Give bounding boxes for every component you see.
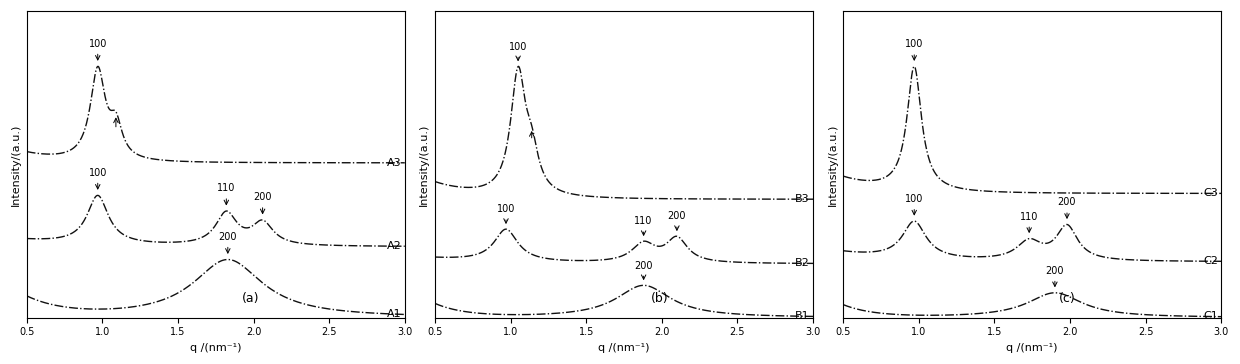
Text: A2: A2 — [387, 241, 402, 251]
Y-axis label: Intensity/(a.u.): Intensity/(a.u.) — [827, 123, 837, 206]
X-axis label: q /(nm⁻¹): q /(nm⁻¹) — [190, 343, 242, 353]
Text: (b): (b) — [651, 292, 668, 305]
Text: 200: 200 — [1045, 266, 1064, 286]
Text: C2: C2 — [1203, 256, 1218, 266]
Text: 200: 200 — [1058, 197, 1076, 218]
Text: A3: A3 — [387, 158, 402, 168]
Text: 110: 110 — [217, 183, 236, 205]
Text: B3: B3 — [795, 194, 810, 204]
Text: B2: B2 — [795, 258, 810, 268]
Text: 100: 100 — [88, 168, 107, 189]
Text: 200: 200 — [218, 232, 237, 253]
Text: C3: C3 — [1203, 188, 1218, 198]
X-axis label: q /(nm⁻¹): q /(nm⁻¹) — [1007, 343, 1058, 353]
Text: 200: 200 — [667, 211, 686, 230]
Text: 110: 110 — [635, 217, 652, 235]
Text: 100: 100 — [508, 41, 527, 60]
Text: 200: 200 — [253, 192, 272, 214]
Text: (a): (a) — [242, 292, 259, 305]
Text: 100: 100 — [497, 204, 515, 223]
Text: 100: 100 — [905, 194, 924, 215]
Text: 100: 100 — [88, 39, 107, 60]
Text: 100: 100 — [905, 39, 924, 60]
Text: B1: B1 — [795, 311, 810, 321]
Text: 110: 110 — [1021, 211, 1038, 232]
Y-axis label: Intensity/(a.u.): Intensity/(a.u.) — [419, 123, 429, 206]
Text: 200: 200 — [635, 261, 653, 279]
Text: A1: A1 — [387, 309, 402, 318]
Text: C1: C1 — [1203, 311, 1218, 321]
Text: (c): (c) — [1059, 292, 1075, 305]
Y-axis label: Intensity/(a.u.): Intensity/(a.u.) — [11, 123, 21, 206]
X-axis label: q /(nm⁻¹): q /(nm⁻¹) — [598, 343, 650, 353]
